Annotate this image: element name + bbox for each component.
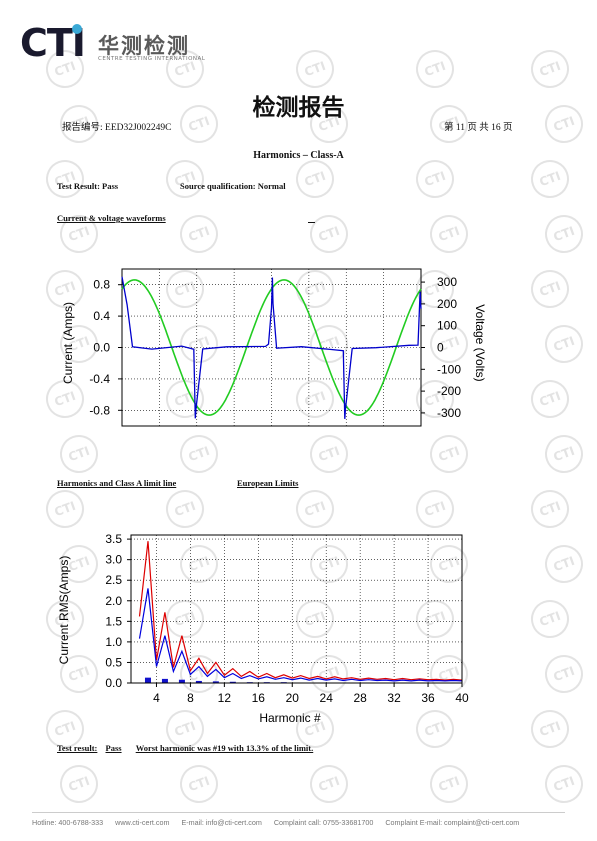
watermark-seal: CTI	[304, 759, 354, 809]
harmonics-x-tick-label: 40	[455, 691, 469, 705]
harmonics-x-label: Harmonic #	[259, 711, 321, 725]
current-tick-label: -0.8	[89, 403, 110, 417]
limit-line	[138, 541, 463, 681]
final-result-line: Test result: Pass Worst harmonic was #19…	[57, 743, 313, 753]
harmonics-y-tick-label: 1.5	[105, 614, 122, 628]
footer-divider	[32, 812, 565, 813]
voltage-tick-label: -100	[437, 362, 461, 376]
harmonics-chart: 0.0 0.5 1.0 1.5 2.0 2.5 3.0 3.5 4 8 12 16 20 24 28 32 3…	[57, 532, 469, 725]
watermark-seal: CTI	[424, 209, 474, 259]
worst-harmonic-detail: Worst harmonic was #19 with 13.3% of the…	[135, 743, 314, 753]
harmonics-y-label: Current RMS(Amps)	[57, 556, 71, 665]
harmonics-y-tick-label: 3.0	[105, 553, 122, 567]
harmonics-y-ticks: 0.0 0.5 1.0 1.5 2.0 2.5 3.0 3.5	[105, 532, 131, 690]
watermark-seal: CTI	[290, 154, 340, 204]
watermark-seal: CTI	[410, 44, 460, 94]
logo-chinese-name: 华测检测	[98, 34, 190, 58]
watermark-seal: CTI	[525, 44, 575, 94]
voltage-tick-label: -300	[437, 406, 461, 420]
watermark-seal: CTI	[40, 154, 90, 204]
harmonics-x-tick-label: 28	[353, 691, 367, 705]
watermark-seal: CTI	[290, 44, 340, 94]
harmonics-x-tick-label: 20	[286, 691, 300, 705]
harmonics-y-tick-label: 1.0	[105, 635, 122, 649]
watermark-seal: CTI	[539, 759, 589, 809]
harmonics-x-tick-label: 4	[153, 691, 160, 705]
current-tick-label: 0.0	[93, 341, 110, 355]
voltage-tick-label: 300	[437, 275, 457, 289]
harmonics-grid	[131, 535, 463, 684]
harmonic-bar	[212, 681, 219, 683]
watermark-seal: CTI	[424, 759, 474, 809]
report-number: 报告编号: EED32J002249C	[62, 123, 172, 133]
footer-web: www.cti-cert.com	[115, 818, 170, 827]
footer-complaint-call: Complaint call: 0755-33681700	[273, 818, 374, 827]
underline-mark	[308, 214, 315, 223]
footer-email: E-mail: info@cti-cert.com	[181, 818, 262, 827]
footer-hotline: Hotline: 400-6788-333	[32, 818, 104, 827]
harmonics-y-tick-label: 0.5	[105, 655, 122, 669]
current-waveform-line	[121, 276, 422, 419]
final-result-value: Pass	[105, 743, 122, 753]
harmonics-x-tick-label: 24	[320, 691, 334, 705]
harmonics-y-tick-label: 2.0	[105, 594, 122, 608]
test-result-label: Test Result: Pass	[57, 181, 119, 191]
current-tick-label: 0.4	[93, 309, 110, 323]
current-axis-label: Current (Amps)	[61, 302, 75, 384]
voltage-tick-label: 200	[437, 297, 457, 311]
voltage-axis-label: Voltage (Volts)	[473, 304, 487, 381]
harmonic-bar	[178, 679, 185, 683]
watermark-seal: CTI	[174, 209, 224, 259]
harmonics-x-ticks: 4 8 12 16 20 24 28 32 36 40	[153, 683, 469, 705]
document-title: 检测报告	[252, 95, 345, 121]
current-axis-ticks: 0.8 0.4 0.0 -0.4 -0.8	[89, 278, 122, 417]
watermark-seal: CTI	[525, 154, 575, 204]
harmonic-bar	[229, 681, 236, 683]
voltage-tick-label: -200	[437, 384, 461, 398]
watermark-seal: CTI	[54, 759, 104, 809]
voltage-tick-label: 0	[437, 341, 444, 355]
harmonics-y-tick-label: 3.5	[105, 532, 122, 546]
harmonics-y-tick-label: 2.5	[105, 573, 122, 587]
harmonics-x-tick-label: 32	[387, 691, 401, 705]
page-info: 第 11 页 共 16 页	[444, 123, 513, 133]
watermark-seal: CTI	[160, 154, 210, 204]
watermark-seal: CTI	[539, 209, 589, 259]
voltage-tick-label: 100	[437, 319, 457, 333]
source-qualification: Source qualification: Normal	[180, 181, 286, 191]
harmonics-plot-frame	[130, 534, 463, 684]
harmonics-x-tick-label: 8	[187, 691, 194, 705]
harmonics-x-tick-label: 16	[252, 691, 266, 705]
waveform-heading: Current & voltage waveforms	[57, 213, 166, 223]
harmonic-bar	[161, 678, 168, 683]
limits-heading: European Limits	[237, 478, 299, 488]
logo-english-name: CENTRE TESTING INTERNATIONAL	[98, 56, 206, 62]
harmonics-bars	[144, 677, 287, 684]
current-tick-label: 0.8	[93, 278, 110, 292]
measured-line	[138, 588, 463, 682]
final-result-label: Test result:	[57, 743, 98, 753]
waveform-chart: 0.8 0.4 0.0 -0.4 -0.8 300 200 100 0 -100 -200 -300…	[61, 268, 487, 427]
watermark-seal: CTI	[174, 759, 224, 809]
footer: Hotline: 400-6788-333 www.cti-cert.com E…	[32, 818, 529, 827]
harmonics-x-tick-label: 12	[218, 691, 232, 705]
harmonics-y-tick-label: 0.0	[105, 676, 122, 690]
current-tick-label: -0.4	[89, 372, 110, 386]
harmonic-bar	[195, 680, 202, 683]
watermark-seal: CTI	[410, 154, 460, 204]
footer-complaint-email: Complaint E-mail: complaint@cti-cert.com	[385, 818, 520, 827]
logo-dot-icon	[72, 24, 82, 34]
harmonics-heading: Harmonics and Class A limit line	[57, 478, 177, 488]
harmonics-x-tick-label: 36	[421, 691, 435, 705]
harmonic-bar	[144, 677, 151, 683]
voltage-axis-ticks: 300 200 100 0 -100 -200 -300	[421, 275, 461, 420]
section-title: Harmonics – Class-A	[253, 150, 344, 161]
